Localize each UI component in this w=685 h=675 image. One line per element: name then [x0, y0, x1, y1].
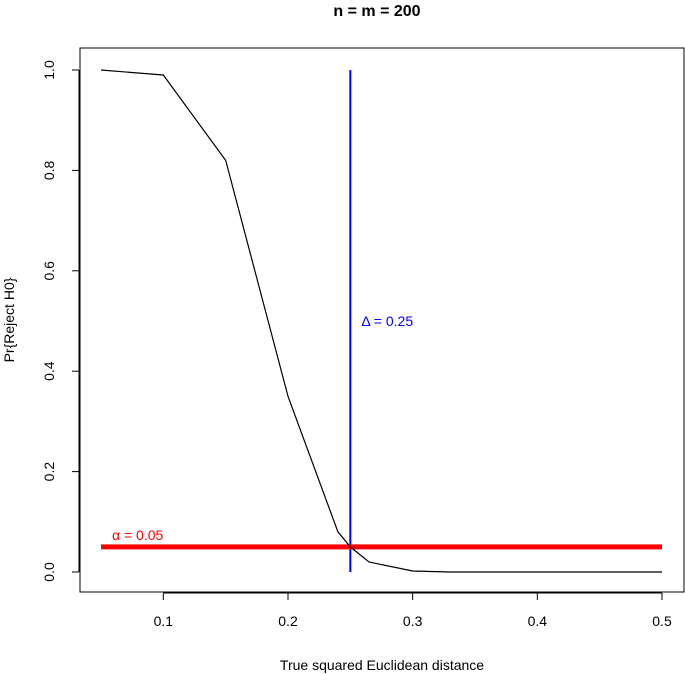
x-tick-label: 0.2 [278, 613, 298, 629]
y-tick-label: 0.2 [41, 462, 57, 482]
y-tick-label: 0.4 [41, 361, 57, 381]
y-axis: 0.0 0.2 0.4 0.6 0.8 1.0 [41, 60, 80, 582]
y-tick-label: 0.8 [41, 160, 57, 180]
x-tick-label: 0.5 [652, 613, 672, 629]
data-series [100, 69, 662, 573]
chart-title: n = m = 200 [333, 3, 420, 20]
x-axis: 0.1 0.2 0.3 0.4 0.5 [154, 592, 672, 629]
delta-annotation: Δ = 0.25 [361, 313, 413, 329]
y-tick-label: 0.6 [41, 261, 57, 281]
y-tick-label: 1.0 [41, 60, 57, 80]
alpha-annotation: α = 0.05 [112, 527, 164, 543]
reference-lines: Δ = 0.25 α = 0.05 [101, 70, 662, 572]
x-tick-label: 0.3 [403, 613, 423, 629]
x-tick-label: 0.4 [528, 613, 548, 629]
x-tick-label: 0.1 [154, 613, 174, 629]
plot-area-frame [79, 47, 685, 593]
y-axis-label: Pr{Reject H0} [1, 277, 17, 362]
x-axis-label: True squared Euclidean distance [280, 657, 484, 673]
y-tick-label: 0.0 [41, 562, 57, 582]
power-curve-line [100, 69, 662, 573]
